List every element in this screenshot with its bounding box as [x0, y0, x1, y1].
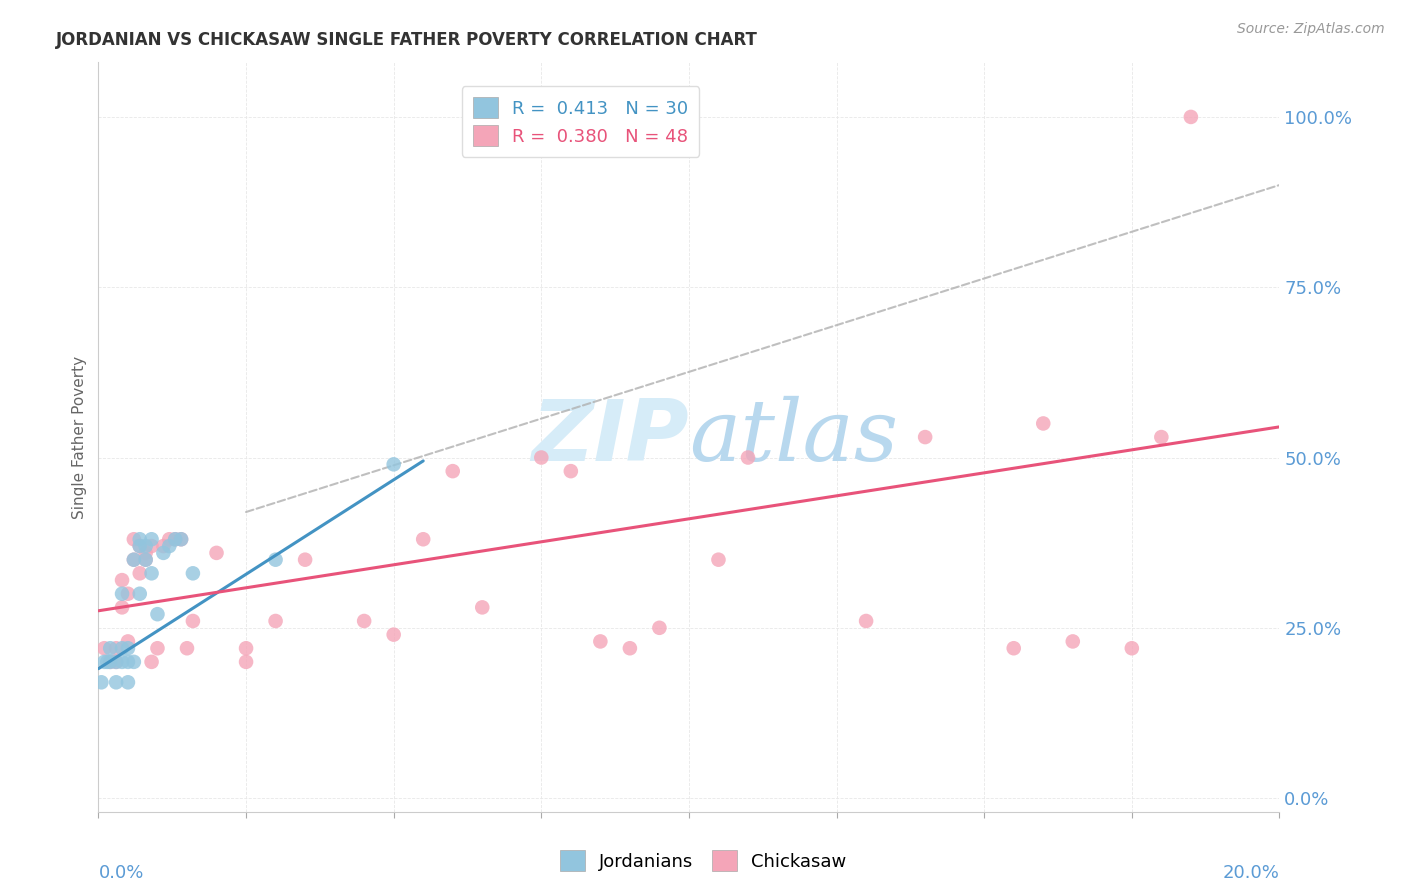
Point — [737, 450, 759, 465]
Point — [181, 566, 204, 581]
Point — [1150, 430, 1173, 444]
Point — [707, 552, 730, 566]
Point — [441, 464, 464, 478]
Point — [648, 621, 671, 635]
Point — [141, 655, 163, 669]
Point — [122, 533, 145, 547]
Point — [117, 675, 139, 690]
Point — [157, 533, 180, 547]
Point — [128, 539, 150, 553]
Point — [1062, 634, 1084, 648]
Point — [117, 587, 139, 601]
Point — [914, 430, 936, 444]
Point — [128, 539, 150, 553]
Point — [93, 641, 115, 656]
Point — [152, 546, 174, 560]
Point — [205, 546, 228, 560]
Point — [111, 600, 134, 615]
Point — [135, 552, 157, 566]
Point — [128, 587, 150, 601]
Point — [117, 641, 139, 656]
Point — [176, 641, 198, 656]
Point — [181, 614, 204, 628]
Text: ZIP: ZIP — [531, 395, 689, 479]
Point — [117, 634, 139, 648]
Point — [1121, 641, 1143, 656]
Point — [135, 552, 157, 566]
Point — [135, 539, 157, 553]
Point — [471, 600, 494, 615]
Point — [105, 655, 128, 669]
Point — [141, 533, 163, 547]
Legend: Jordanians, Chickasaw: Jordanians, Chickasaw — [553, 843, 853, 879]
Point — [235, 641, 257, 656]
Point — [111, 573, 134, 587]
Point — [560, 464, 582, 478]
Point — [1032, 417, 1054, 431]
Point — [98, 655, 121, 669]
Point — [157, 539, 180, 553]
Point — [146, 641, 169, 656]
Point — [93, 655, 115, 669]
Point — [141, 539, 163, 553]
Point — [122, 552, 145, 566]
Point — [165, 533, 187, 547]
Point — [98, 641, 121, 656]
Point — [412, 533, 434, 547]
Point — [294, 552, 316, 566]
Y-axis label: Single Father Poverty: Single Father Poverty — [72, 356, 87, 518]
Text: JORDANIAN VS CHICKASAW SINGLE FATHER POVERTY CORRELATION CHART: JORDANIAN VS CHICKASAW SINGLE FATHER POV… — [56, 31, 758, 49]
Point — [855, 614, 877, 628]
Point — [146, 607, 169, 622]
Point — [382, 627, 405, 641]
Point — [235, 655, 257, 669]
Point — [122, 655, 145, 669]
Point — [105, 641, 128, 656]
Point — [530, 450, 553, 465]
Point — [105, 655, 128, 669]
Point — [96, 655, 118, 669]
Point — [170, 533, 193, 547]
Point — [165, 533, 187, 547]
Point — [382, 458, 405, 472]
Point — [353, 614, 375, 628]
Point — [117, 655, 139, 669]
Point — [264, 614, 287, 628]
Text: atlas: atlas — [689, 396, 898, 478]
Text: 0.0%: 0.0% — [98, 864, 143, 882]
Point — [152, 539, 174, 553]
Legend: R =  0.413   N = 30, R =  0.380   N = 48: R = 0.413 N = 30, R = 0.380 N = 48 — [461, 87, 699, 157]
Point — [264, 552, 287, 566]
Point — [111, 587, 134, 601]
Point — [122, 552, 145, 566]
Point — [111, 655, 134, 669]
Point — [141, 566, 163, 581]
Point — [619, 641, 641, 656]
Text: Source: ZipAtlas.com: Source: ZipAtlas.com — [1237, 22, 1385, 37]
Point — [98, 655, 121, 669]
Point — [128, 566, 150, 581]
Point — [1180, 110, 1202, 124]
Text: 20.0%: 20.0% — [1223, 864, 1279, 882]
Point — [589, 634, 612, 648]
Point — [90, 675, 112, 690]
Point — [105, 675, 128, 690]
Point — [170, 533, 193, 547]
Point — [135, 546, 157, 560]
Point — [111, 641, 134, 656]
Point — [128, 533, 150, 547]
Point — [1002, 641, 1025, 656]
